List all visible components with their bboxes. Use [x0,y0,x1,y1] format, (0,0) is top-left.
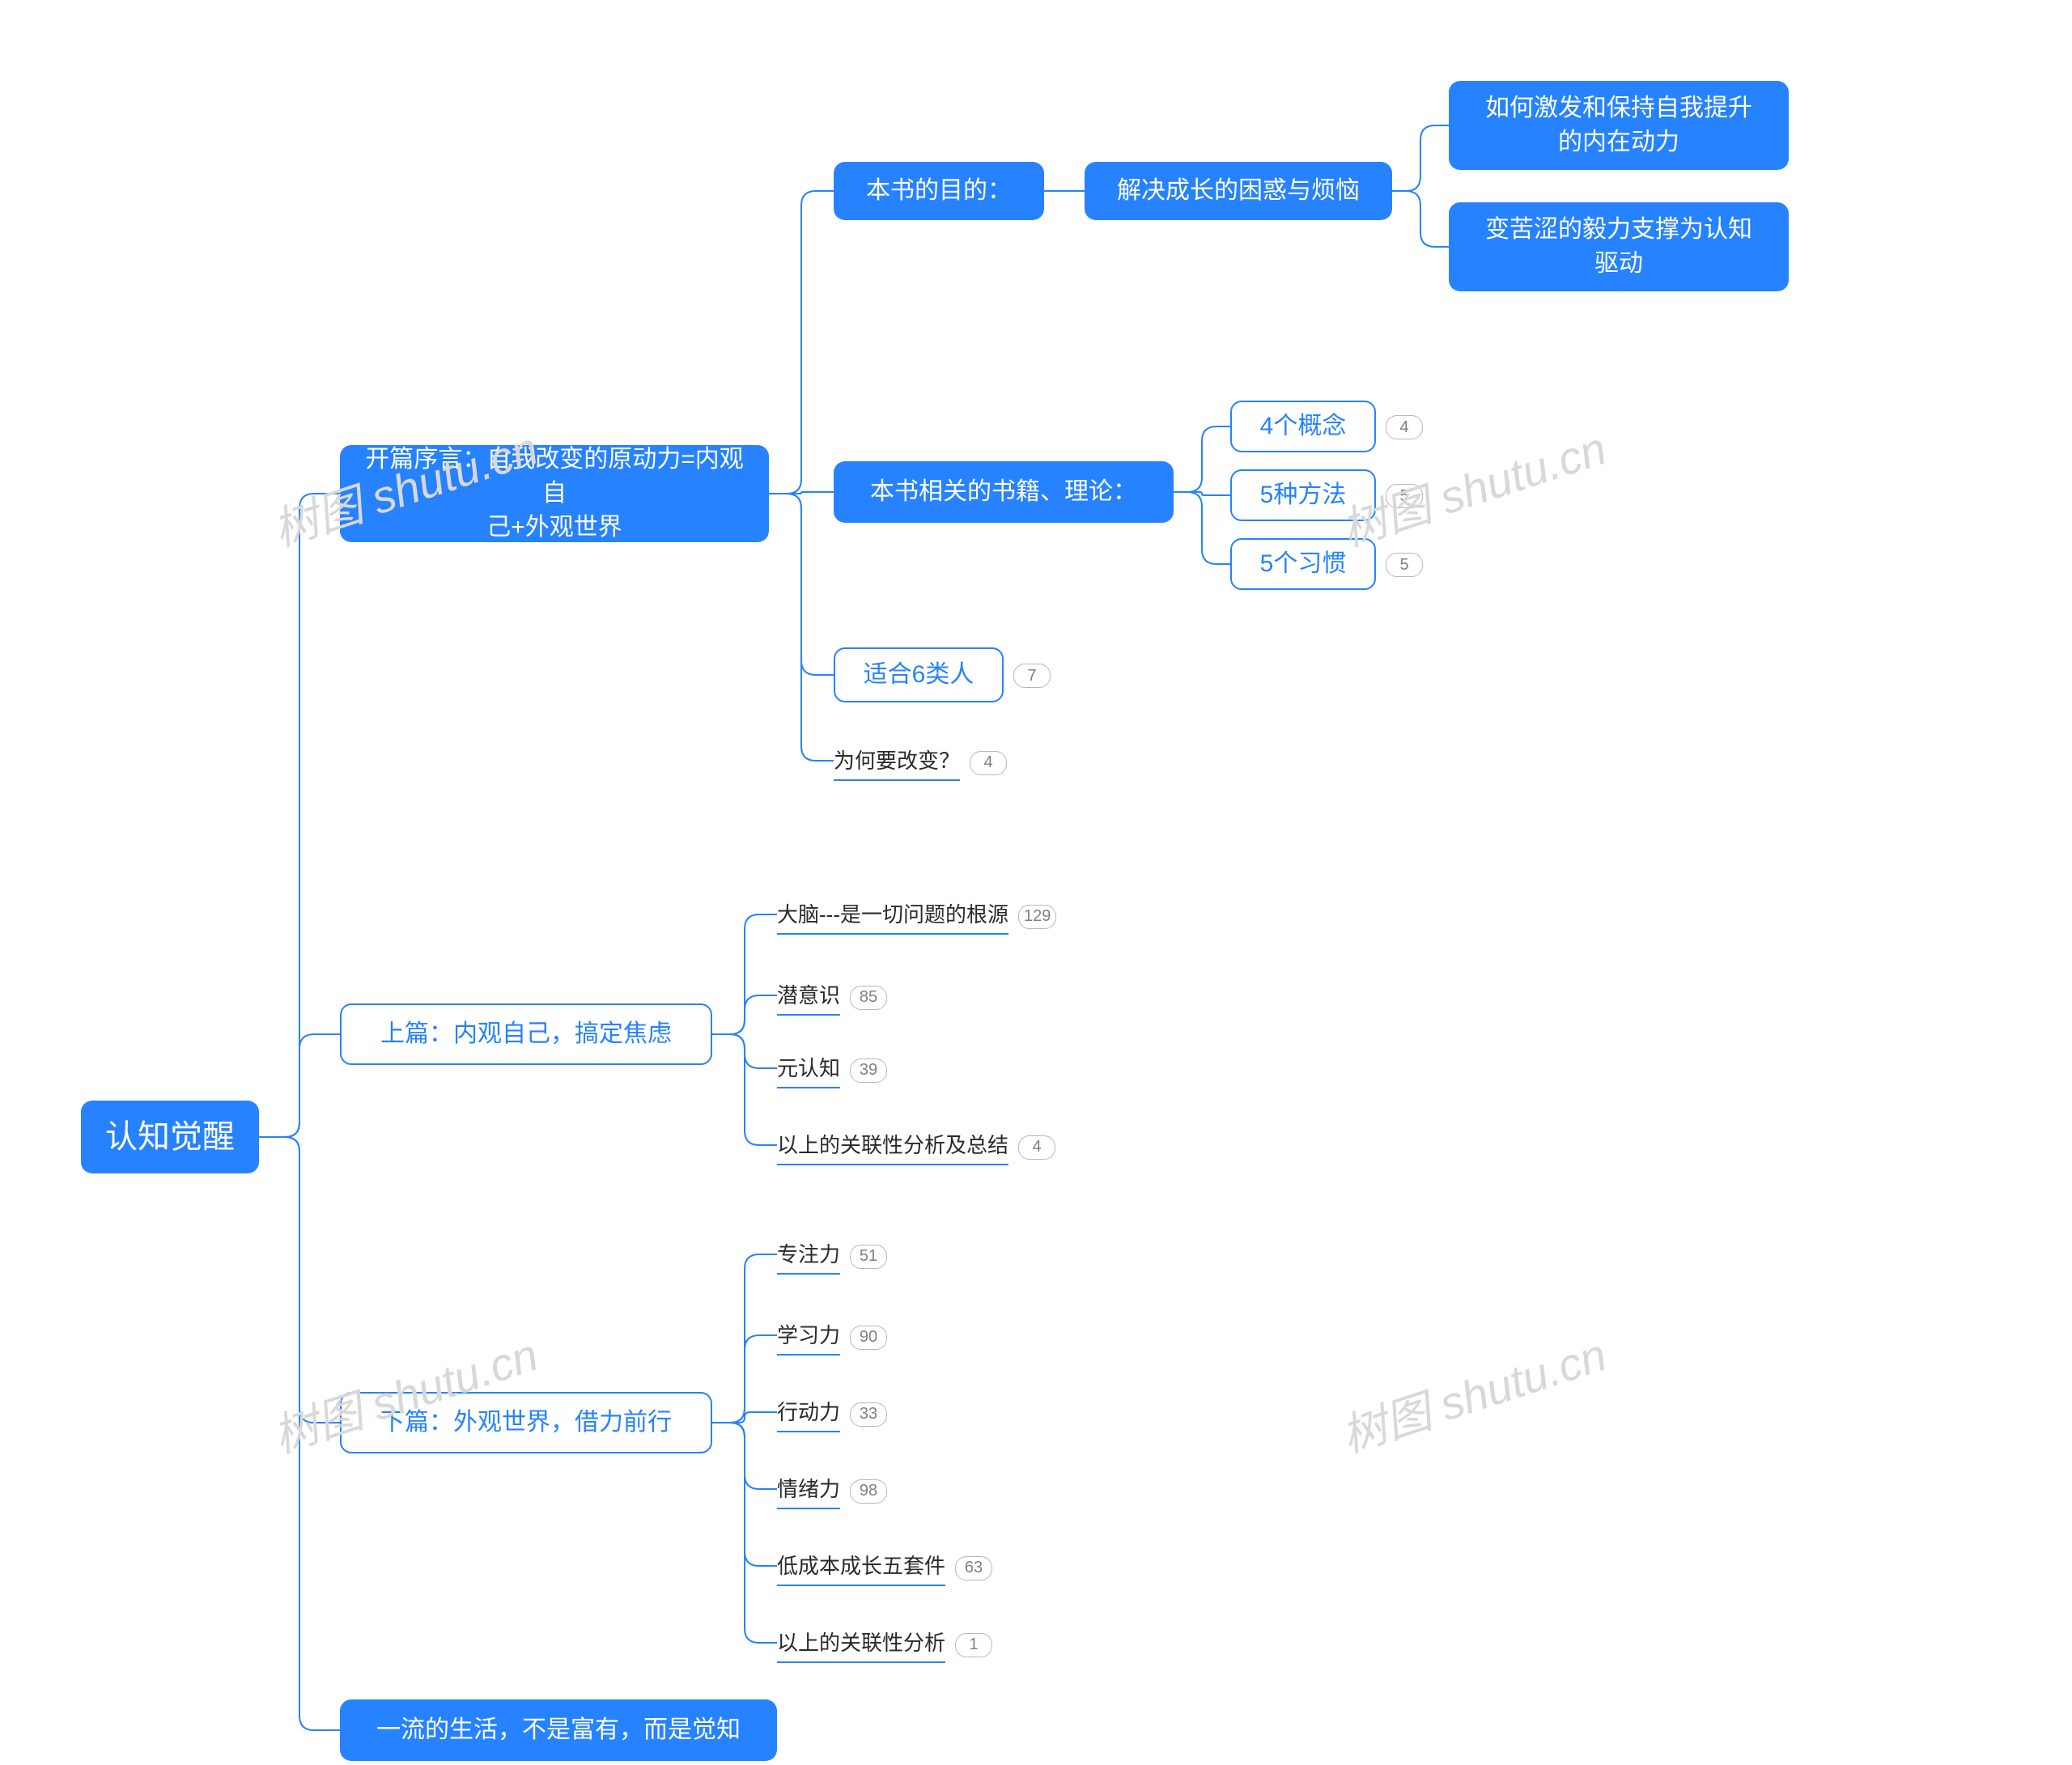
node-a[interactable]: 开篇序言：自我改变的原动力=内观自 己+外观世界 [340,445,769,542]
edge-c-c_leaf_5 [712,1423,777,1643]
leaf-c_leaf_5[interactable]: 以上的关联性分析 1 [777,1627,992,1663]
count-badge: 4 [1386,415,1423,439]
edge-a2-a2b [1174,492,1230,495]
leaf-label: 大脑---是一切问题的根源 [777,898,1008,935]
leaf-c_leaf_1[interactable]: 学习力 90 [777,1319,887,1356]
node-a1a[interactable]: 解决成长的困惑与烦恼 [1085,162,1392,220]
node-c[interactable]: 下篇：外观世界，借力前行 [340,1392,712,1453]
node-label: 变苦涩的毅力支撑为认知 驱动 [1485,213,1752,281]
edge-a-a2 [769,492,834,494]
count-badge: 90 [850,1326,887,1350]
node-label: 上篇：内观自己，搞定焦虑 [380,1017,672,1051]
edge-b-b_leaf_3 [712,1034,777,1145]
edge-a2-a2c [1174,492,1230,564]
leaf-label: 低成本成长五套件 [777,1550,945,1586]
edge-root-b [259,1034,340,1137]
node-d[interactable]: 一流的生活，不是富有，而是觉知 [340,1699,777,1761]
leaf-label: 以上的关联性分析及总结 [777,1129,1008,1165]
count-badge: 129 [1018,905,1056,929]
count-badge: 5 [1386,484,1423,508]
node-label: 一流的生活，不是富有，而是觉知 [376,1713,741,1747]
leaf-c_leaf_3[interactable]: 情绪力 98 [777,1473,887,1509]
node-label: 适合6类人 [864,658,974,692]
count-badge: 63 [955,1556,992,1580]
edge-c-c_leaf_1 [712,1335,777,1423]
edge-a2-a2a [1174,426,1230,492]
leaf-c_leaf_4[interactable]: 低成本成长五套件 63 [777,1550,992,1586]
edge-a-a3 [769,494,834,675]
count-badge: 98 [850,1479,887,1504]
count-badge: 7 [1013,664,1051,688]
node-a3[interactable]: 适合6类人 [834,647,1004,702]
edge-c-c_leaf_3 [712,1423,777,1489]
edge-c-c_leaf_0 [712,1254,777,1423]
edge-a1a-a1a2 [1392,191,1449,247]
node-label: 本书相关的书籍、理论： [870,475,1137,509]
node-label: 5个习惯 [1260,547,1347,581]
count-badge: 51 [850,1245,887,1269]
edge-b-b_leaf_2 [712,1034,777,1068]
count-badge: 85 [850,986,887,1010]
leaf-label: 为何要改变？ [834,745,960,781]
edge-root-d [259,1137,340,1730]
edge-b-b_leaf_1 [712,995,777,1034]
leaf-b_leaf_1[interactable]: 潜意识 85 [777,979,887,1016]
count-badge: 1 [955,1633,992,1657]
edge-a-a4leaf [769,494,834,761]
leaf-b_leaf_0[interactable]: 大脑---是一切问题的根源 129 [777,898,1056,935]
leaf-label: 专注力 [777,1238,840,1275]
count-badge: 39 [850,1059,887,1083]
edge-c-c_leaf_4 [712,1423,777,1566]
node-label: 5种方法 [1260,478,1347,512]
node-label: 解决成长的困惑与烦恼 [1117,174,1360,208]
count-badge: 5 [1386,553,1423,577]
node-b[interactable]: 上篇：内观自己，搞定焦虑 [340,1003,712,1065]
node-a2b[interactable]: 5种方法 [1230,469,1376,521]
watermark: 树图 shutu.cn [1332,1319,1614,1466]
node-label: 本书的目的： [866,174,1012,208]
node-label: 4个概念 [1260,409,1347,443]
node-a2c[interactable]: 5个习惯 [1230,538,1376,590]
edge-root-a [259,494,340,1137]
leaf-label: 情绪力 [777,1473,840,1509]
leaf-label: 以上的关联性分析 [777,1627,945,1663]
mindmap-stage: 认知觉醒 开篇序言：自我改变的原动力=内观自 己+外观世界 本书的目的： 解决成长的困… [0,0,2072,1765]
edge-c-c_leaf_2 [712,1412,777,1423]
node-a2a[interactable]: 4个概念 [1230,401,1376,452]
leaf-b_leaf_3[interactable]: 以上的关联性分析及总结 4 [777,1129,1055,1165]
node-label: 认知觉醒 [105,1114,235,1160]
leaf-label: 潜意识 [777,979,840,1016]
leaf-c_leaf_2[interactable]: 行动力 33 [777,1396,887,1432]
edge-root-c [259,1137,340,1423]
node-a1a2[interactable]: 变苦涩的毅力支撑为认知 驱动 [1449,202,1789,291]
leaf-label: 行动力 [777,1396,840,1432]
edge-b-b_leaf_0 [712,914,777,1034]
leaf-label: 学习力 [777,1319,840,1356]
node-label: 如何激发和保持自我提升 的内在动力 [1485,91,1752,159]
count-badge: 4 [1018,1135,1055,1160]
node-a1[interactable]: 本书的目的： [834,162,1044,220]
node-root[interactable]: 认知觉醒 [81,1101,259,1173]
edge-a1a-a1a1 [1392,125,1449,191]
node-label: 下篇：外观世界，借力前行 [380,1406,672,1440]
edge-a-a1 [769,191,834,494]
leaf-c_leaf_0[interactable]: 专注力 51 [777,1238,887,1275]
leaf-label: 元认知 [777,1052,840,1088]
node-a1a1[interactable]: 如何激发和保持自我提升 的内在动力 [1449,81,1789,170]
leaf-b_leaf_2[interactable]: 元认知 39 [777,1052,887,1088]
count-badge: 33 [850,1402,887,1427]
leaf-a4leaf[interactable]: 为何要改变？ 4 [834,745,1007,781]
node-a2[interactable]: 本书相关的书籍、理论： [834,461,1174,523]
count-badge: 4 [970,751,1007,775]
node-label: 开篇序言：自我改变的原动力=内观自 己+外观世界 [363,443,746,545]
